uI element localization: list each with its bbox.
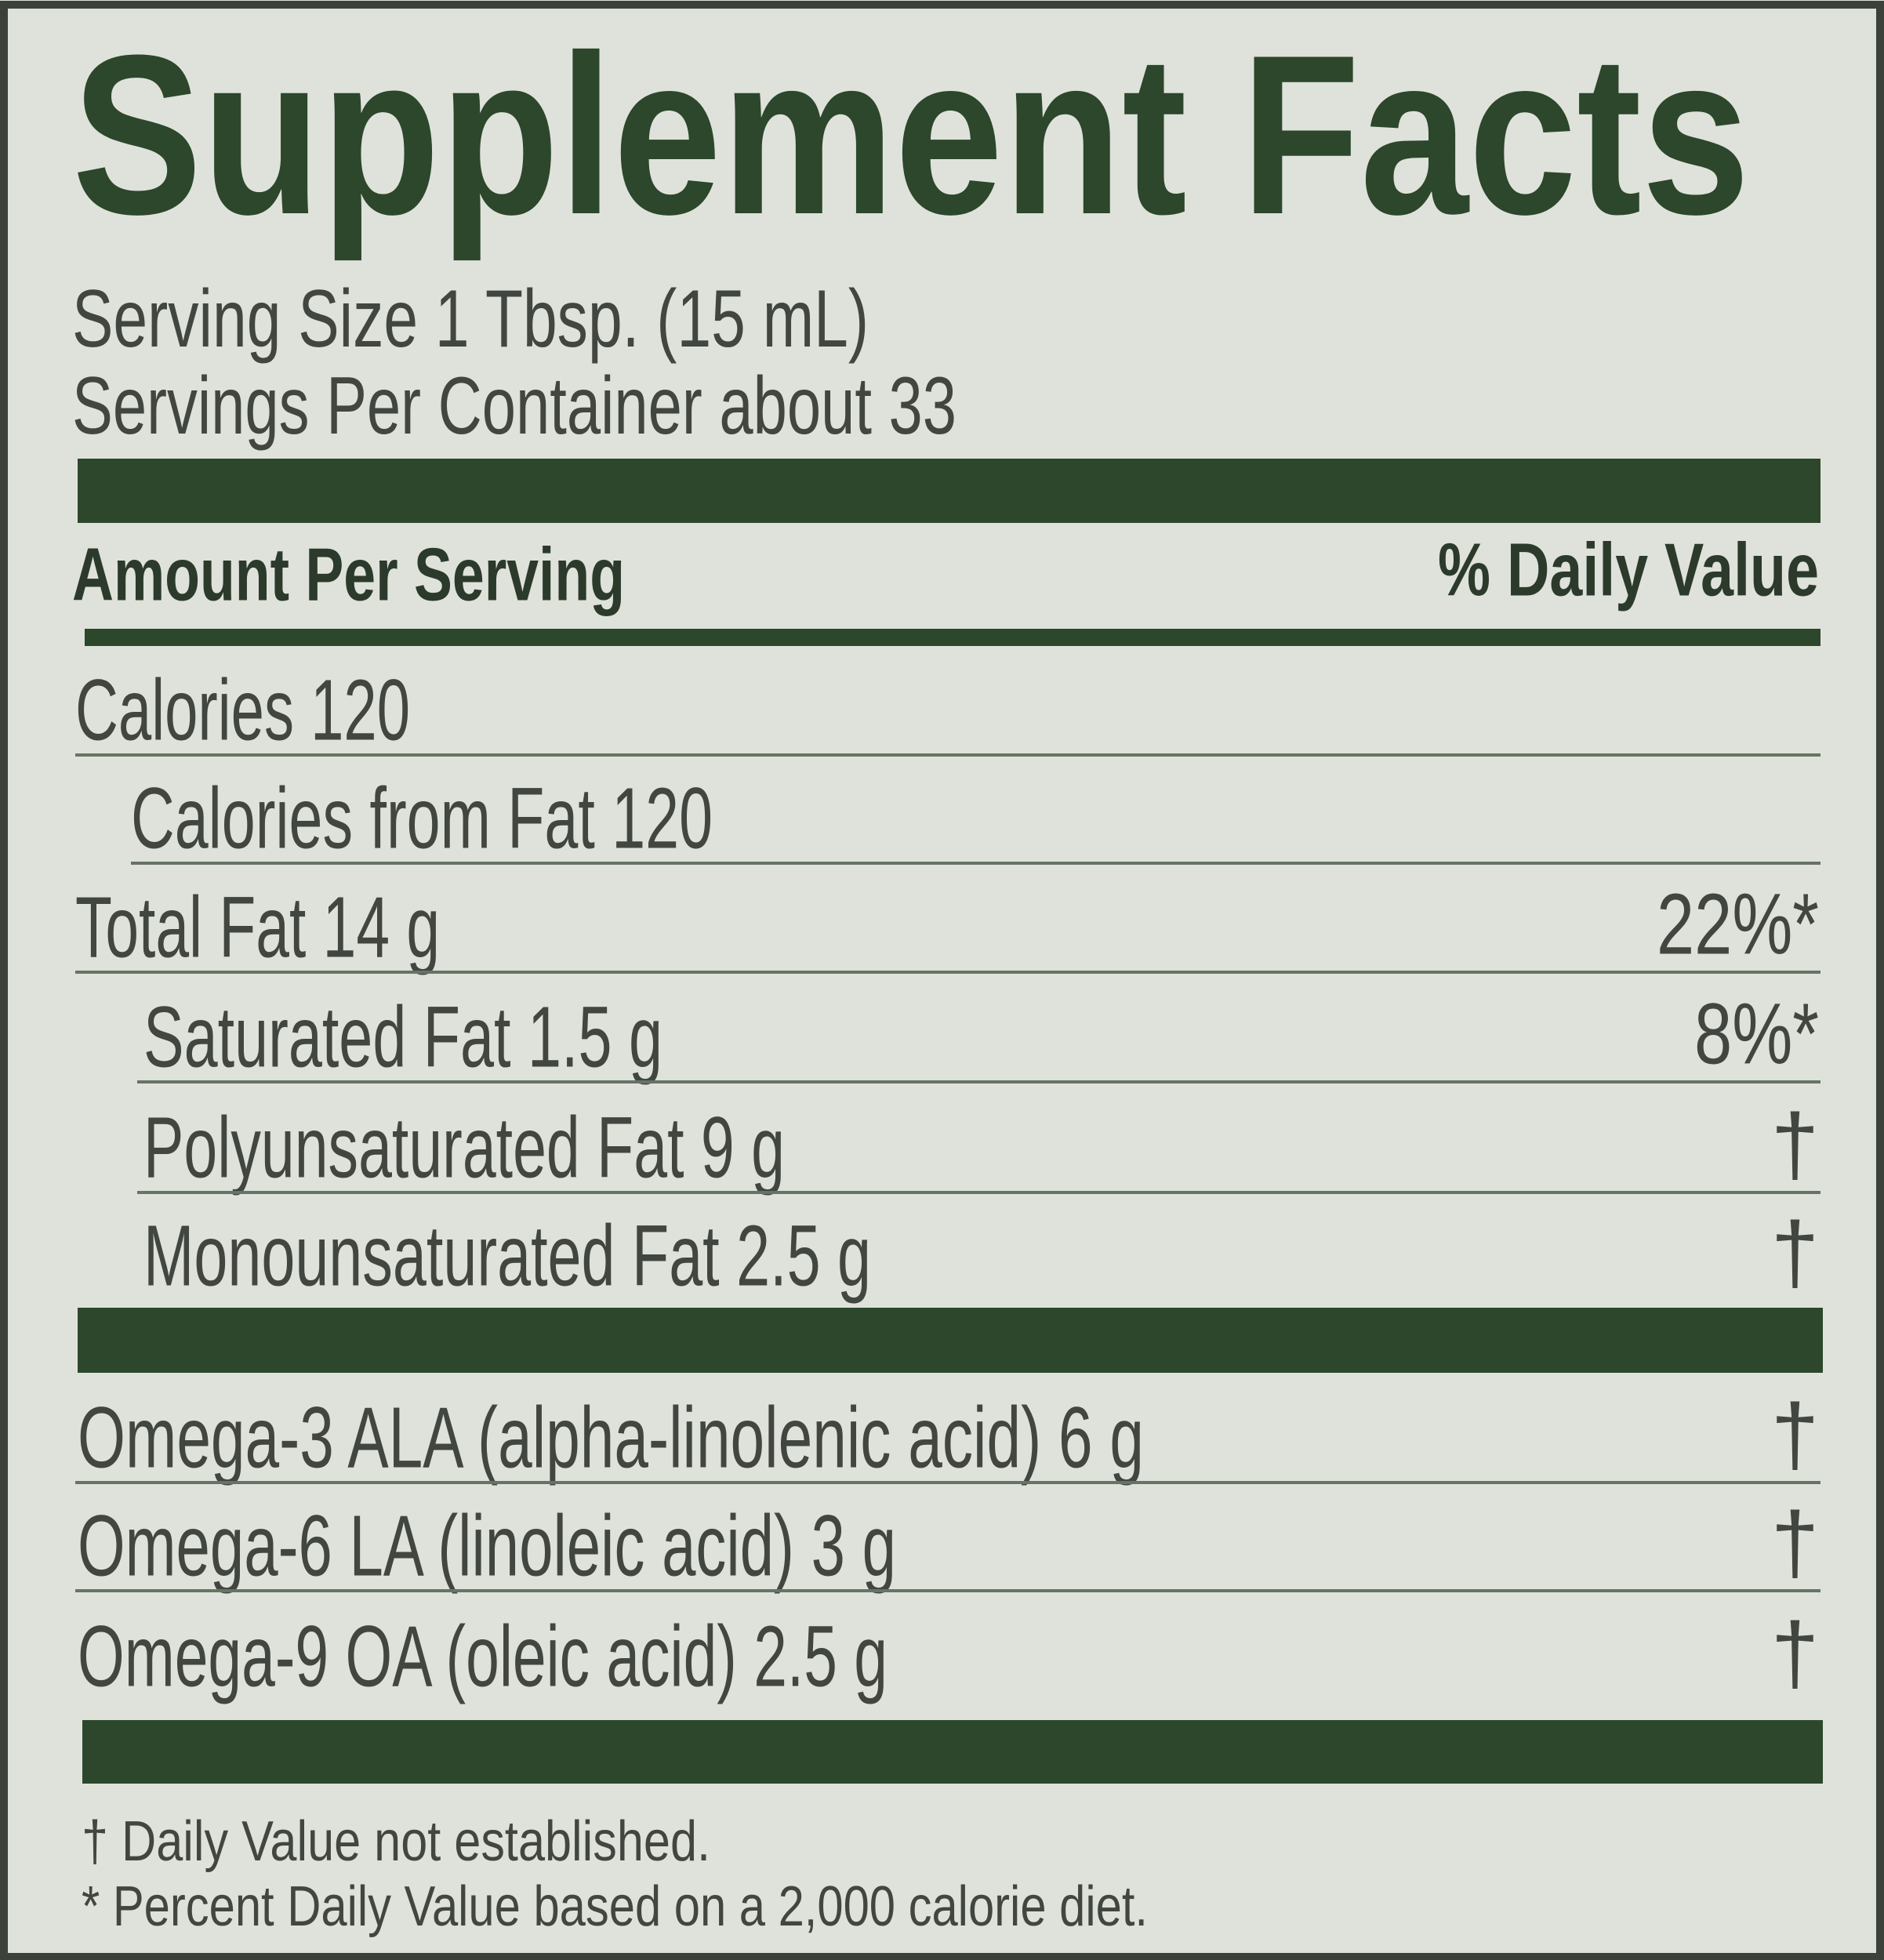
row-label: Omega-6 LA (linoleic acid) 3 g bbox=[78, 1498, 896, 1595]
row-label: Calories from Fat 120 bbox=[131, 771, 713, 867]
row-label: Monounsaturated Fat 2.5 g bbox=[143, 1208, 871, 1305]
row-label: Saturated Fat 1.5 g bbox=[143, 989, 662, 1086]
footnote: † Daily Value not established. bbox=[82, 1810, 710, 1873]
row-label: Calories 120 bbox=[75, 662, 410, 759]
thick-rule bbox=[78, 459, 1820, 523]
daily-value: 22%* bbox=[1657, 877, 1819, 973]
header-amount: Amount Per Serving bbox=[72, 533, 625, 617]
daily-value: † bbox=[1771, 1606, 1819, 1702]
row-label: Polyunsaturated Fat 9 g bbox=[143, 1100, 785, 1196]
row-label: Omega-3 ALA (alpha-linolenic acid) 6 g bbox=[78, 1390, 1144, 1486]
header-daily-value: % Daily Value bbox=[1438, 528, 1819, 612]
daily-value: † bbox=[1771, 1495, 1819, 1592]
daily-value: † bbox=[1771, 1387, 1819, 1483]
thick-rule bbox=[82, 1720, 1823, 1784]
title: Supplement Facts bbox=[72, 8, 1750, 263]
medium-rule bbox=[85, 629, 1820, 646]
daily-value: 8%* bbox=[1694, 986, 1819, 1083]
footnote: * Percent Daily Value based on a 2,000 c… bbox=[82, 1875, 1148, 1938]
daily-value: † bbox=[1771, 1205, 1819, 1301]
row-label: Omega-9 OA (oleic acid) 2.5 g bbox=[78, 1609, 888, 1705]
servings-per-container: Servings Per Container about 33 bbox=[72, 361, 957, 452]
row-label: Total Fat 14 g bbox=[75, 880, 440, 976]
thick-rule bbox=[78, 1308, 1823, 1373]
serving-size: Serving Size 1 Tbsp. (15 mL) bbox=[72, 274, 869, 365]
daily-value: † bbox=[1771, 1097, 1819, 1193]
